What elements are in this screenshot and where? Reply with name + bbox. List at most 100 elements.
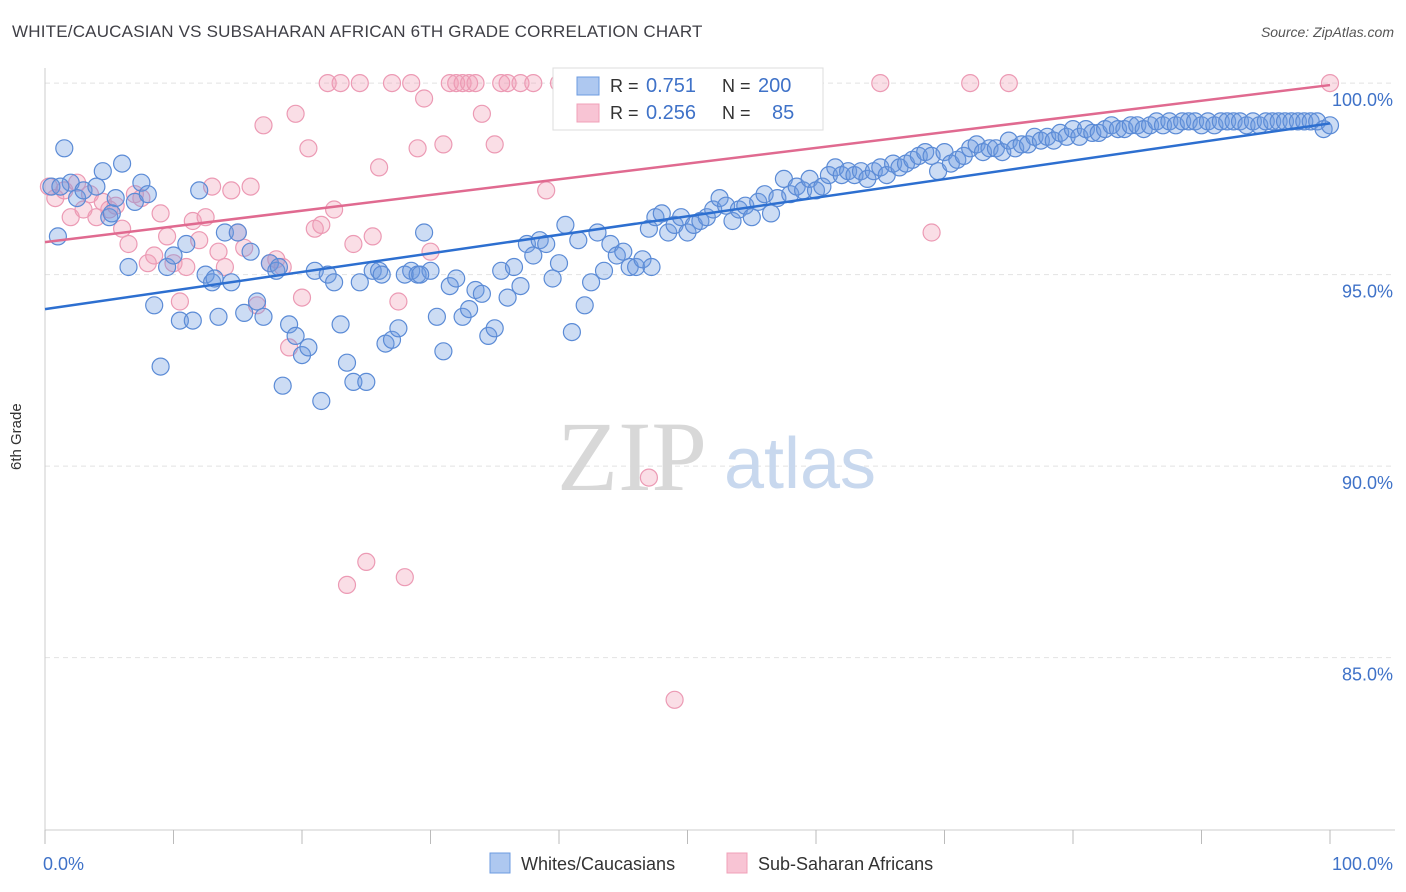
point-white-caucasian [594, 261, 614, 280]
point-sub-saharan-african [222, 181, 241, 200]
point-white-caucasian [55, 139, 74, 158]
point-white-caucasian [1256, 112, 1275, 131]
point-white-caucasian [1263, 112, 1282, 131]
point-white-caucasian [472, 284, 491, 303]
point-white-caucasian [260, 254, 279, 273]
point-white-caucasian [562, 323, 582, 342]
point-sub-saharan-african [460, 73, 479, 93]
point-sub-saharan-african [158, 227, 177, 246]
series-sub-saharan-africans [39, 73, 1340, 709]
point-white-caucasian [761, 204, 781, 223]
legend-bottom-swatch-pink [726, 852, 748, 874]
point-white-caucasian [659, 223, 678, 242]
point-sub-saharan-african [389, 292, 408, 311]
point-white-caucasian [678, 223, 697, 242]
point-sub-saharan-african [299, 139, 318, 158]
point-white-caucasian [504, 257, 524, 277]
point-white-caucasian [228, 223, 247, 242]
legend-r-value-1: 0.751 [646, 75, 696, 97]
point-sub-saharan-african [415, 89, 434, 108]
legend-n-label-2: N = [722, 103, 751, 123]
point-sub-saharan-african [408, 139, 427, 158]
point-white-caucasian [569, 231, 588, 250]
point-white-caucasian [215, 223, 234, 242]
point-white-caucasian [106, 189, 125, 208]
point-white-caucasian [440, 277, 459, 296]
point-white-caucasian [132, 173, 151, 192]
point-white-caucasian [421, 261, 440, 280]
point-sub-saharan-african [209, 242, 228, 261]
legend-top: R = 0.751 N = 200 R = 0.256 N = 85 [552, 67, 824, 131]
point-white-caucasian [158, 257, 177, 277]
y-tick-label: 100.0% [1332, 90, 1393, 110]
point-white-caucasian [427, 307, 446, 326]
point-white-caucasian [119, 257, 138, 277]
point-sub-saharan-african [537, 181, 556, 200]
point-white-caucasian [498, 288, 517, 307]
point-sub-saharan-african [665, 690, 684, 709]
legend-r-value-2: 0.256 [646, 102, 696, 124]
point-white-caucasian [742, 208, 761, 227]
point-white-caucasian [102, 204, 121, 223]
watermark-atlas: atlas [724, 424, 876, 504]
point-white-caucasian [652, 204, 671, 223]
legend-r-label-1: R = [610, 76, 639, 96]
legend-bottom-label-pink: Sub-Saharan Africans [758, 854, 933, 874]
point-sub-saharan-african [119, 234, 138, 254]
point-sub-saharan-african [286, 104, 305, 123]
point-white-caucasian [51, 177, 70, 196]
chart-source: Source: ZipAtlas.com [1260, 24, 1394, 40]
point-white-caucasian [280, 315, 299, 334]
point-white-caucasian [524, 246, 543, 265]
point-sub-saharan-african [363, 227, 382, 246]
point-sub-saharan-african [215, 257, 234, 277]
point-white-caucasian [331, 315, 350, 334]
gridlines [45, 82, 1395, 659]
point-sub-saharan-african [241, 177, 260, 196]
point-sub-saharan-african [170, 292, 189, 311]
point-sub-saharan-african [331, 73, 350, 93]
point-sub-saharan-african [357, 552, 376, 572]
point-white-caucasian [460, 300, 479, 319]
point-sub-saharan-african [177, 257, 196, 277]
point-sub-saharan-african [382, 73, 402, 93]
point-white-caucasian [170, 311, 189, 330]
y-tick-label: 90.0% [1342, 473, 1393, 493]
point-sub-saharan-african [440, 73, 459, 93]
y-tick-label: 95.0% [1342, 282, 1393, 302]
point-sub-saharan-african [370, 158, 389, 177]
point-white-caucasian [556, 215, 575, 234]
point-white-caucasian [299, 338, 318, 357]
axes: 85.0% 90.0% 95.0% 100.0% 0.0% 100.0% [43, 68, 1395, 874]
legend-n-value-2: 85 [772, 102, 794, 124]
point-white-caucasian [344, 372, 363, 391]
point-sub-saharan-african [434, 135, 453, 154]
x-tick-label-end: 100.0% [1332, 854, 1393, 874]
point-white-caucasian [312, 391, 331, 411]
point-white-caucasian [954, 146, 973, 165]
point-sub-saharan-african [639, 468, 659, 487]
point-white-caucasian [411, 265, 430, 284]
point-white-caucasian [710, 189, 729, 208]
legend-r-label-2: R = [610, 103, 639, 123]
point-white-caucasian [639, 219, 659, 238]
point-white-caucasian [434, 342, 453, 361]
legend-swatch-blue [576, 76, 600, 96]
point-white-caucasian [254, 307, 273, 326]
point-sub-saharan-african [466, 73, 485, 93]
point-white-caucasian [93, 162, 112, 181]
point-white-caucasian [614, 242, 633, 261]
legend-bottom: Whites/Caucasians Sub-Saharan Africans [489, 852, 933, 874]
point-sub-saharan-african [318, 73, 337, 93]
watermark: ZIP atlas [557, 401, 876, 512]
point-white-caucasian [235, 303, 254, 322]
point-white-caucasian [479, 326, 498, 345]
point-sub-saharan-african [350, 73, 369, 93]
point-white-caucasian [581, 273, 601, 292]
point-white-caucasian [247, 292, 267, 311]
series-whites-caucasians [42, 112, 1340, 411]
point-white-caucasian [1288, 112, 1308, 131]
point-white-caucasian [337, 353, 357, 372]
point-white-caucasian [642, 257, 661, 277]
legend-swatch-pink [576, 103, 600, 123]
